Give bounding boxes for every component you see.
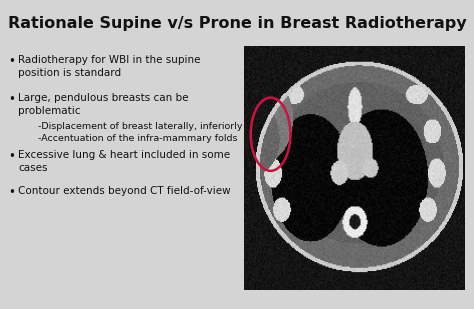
Text: •: •	[8, 150, 15, 163]
Text: •: •	[8, 186, 15, 199]
Text: •: •	[8, 55, 15, 68]
Text: Contour extends beyond CT field-of-view: Contour extends beyond CT field-of-view	[18, 186, 231, 196]
Text: Radiotherapy for WBI in the supine
position is standard: Radiotherapy for WBI in the supine posit…	[18, 55, 201, 78]
Text: •: •	[8, 93, 15, 106]
Text: Large, pendulous breasts can be
problematic: Large, pendulous breasts can be problema…	[18, 93, 189, 116]
Text: Rationale Supine v/s Prone in Breast Radiotherapy: Rationale Supine v/s Prone in Breast Rad…	[8, 16, 466, 31]
Text: Excessive lung & heart included in some
cases: Excessive lung & heart included in some …	[18, 150, 230, 173]
Text: -Displacement of breast laterally, inferiorly: -Displacement of breast laterally, infer…	[38, 122, 243, 131]
Text: -Accentuation of the infra-mammary folds: -Accentuation of the infra-mammary folds	[38, 134, 237, 143]
